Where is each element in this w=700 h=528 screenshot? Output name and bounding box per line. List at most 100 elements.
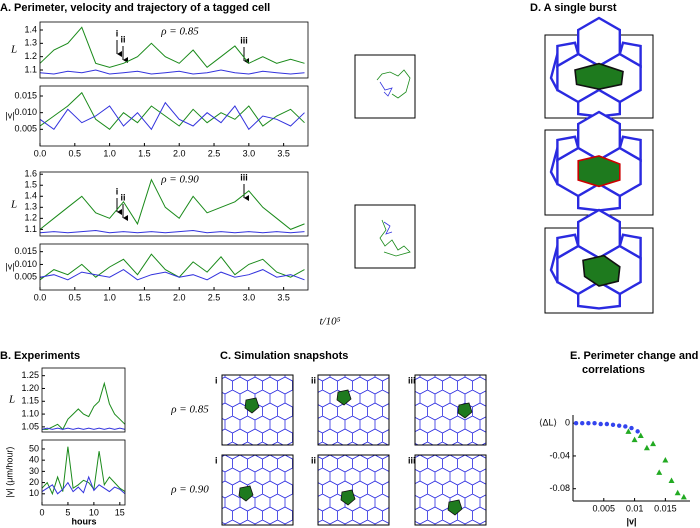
x-tick-label: 2.0 (173, 292, 186, 302)
point (631, 436, 638, 443)
y-tick-label: 1.6 (24, 169, 37, 179)
annotation: iii (240, 35, 248, 45)
point (592, 420, 597, 426)
y-tick-label: 10 (29, 488, 39, 498)
y-tick-label: 0.010 (14, 107, 37, 117)
y-tick-label: -0.08 (549, 483, 570, 493)
snapshot (221, 374, 294, 446)
row-label: ρ = 0.85 (170, 404, 209, 416)
tagged-cell (457, 402, 473, 419)
y-axis-label: |v| (5, 261, 14, 271)
panel-d: D. A single burst (530, 2, 654, 314)
y-tick-label: 40 (29, 455, 39, 465)
point (637, 432, 644, 438)
panel-c: C. Simulation snapshots (220, 350, 348, 362)
x-tick-label: 2.5 (208, 148, 221, 158)
y-tick-label: 0.015 (14, 90, 37, 100)
series-line (41, 427, 126, 430)
point (625, 428, 632, 434)
snapshot (221, 454, 294, 526)
point (623, 424, 628, 429)
point (668, 477, 675, 484)
y-tick-label: 1.15 (21, 396, 39, 406)
point (610, 422, 616, 428)
series-line (41, 475, 126, 495)
x-tick-label: 1.5 (138, 148, 151, 158)
x-tick-label: 0.005 (593, 503, 616, 513)
plot-frame (39, 21, 309, 79)
point (662, 457, 669, 463)
plot-frame (41, 439, 126, 506)
series-line (42, 381, 126, 431)
point (635, 429, 640, 434)
point (604, 421, 610, 427)
x-tick-label: 5 (65, 507, 70, 517)
x-tick-label: 0 (39, 507, 44, 517)
y-tick-label: 1.4 (24, 191, 37, 201)
annotation: ii (120, 192, 125, 202)
x-axis-label: hours (71, 516, 96, 526)
panel-title: C. Simulation snapshots (220, 350, 348, 362)
x-tick-label: 3.0 (243, 292, 256, 302)
snapshot (414, 454, 487, 526)
x-tick-label: 10 (89, 507, 99, 517)
panel-a: A. Perimeter, velocity and trajectory of… (0, 2, 416, 328)
annotation: iii (240, 172, 248, 182)
y-tick-label: 50 (29, 443, 39, 453)
snapshot-label: i (215, 455, 218, 465)
series-line (39, 178, 305, 230)
tagged-cell (447, 499, 463, 516)
y-tick-label: 1.2 (24, 51, 37, 61)
point (573, 420, 579, 426)
x-axis-label: |v| (626, 516, 636, 526)
snapshot-label: iii (408, 455, 416, 465)
x-axis-label: t/10⁵ (320, 316, 341, 328)
y-tick-label: 20 (29, 477, 39, 487)
plot-frame (39, 171, 309, 237)
y-tick-label: 0.005 (14, 124, 37, 134)
point (629, 425, 634, 431)
snapshot (317, 374, 390, 446)
y-tick-label: 1.1 (24, 224, 37, 234)
point (680, 493, 687, 500)
y-tick-label: 1.20 (21, 383, 39, 393)
chart-label: ρ = 0.90 (160, 174, 199, 186)
y-axis-label: |v| (5, 110, 14, 120)
y-axis-label: ⟨ΔL⟩ (539, 417, 557, 427)
trajectory (379, 81, 393, 97)
y-tick-label: 0.010 (14, 259, 37, 269)
panel-title: D. A single burst (530, 2, 617, 14)
panel-e: E. Perimeter change and velocity correla… (570, 350, 700, 376)
x-tick-label: 1.0 (103, 292, 116, 302)
annotation: i (116, 28, 119, 38)
plot-frame (39, 243, 309, 291)
point (643, 444, 650, 451)
y-tick-label: 1.3 (24, 38, 37, 48)
row-label: ρ = 0.90 (170, 484, 209, 496)
panel-title: B. Experiments (0, 350, 80, 362)
y-tick-label: 0.015 (14, 246, 37, 256)
y-tick-label: 30 (29, 466, 39, 476)
y-tick-label: 1.10 (21, 408, 39, 418)
x-tick-label: 0.0 (34, 292, 47, 302)
annotation: ii (120, 34, 125, 44)
point (616, 423, 622, 428)
series-line (39, 26, 305, 68)
x-tick-label: 0.015 (654, 503, 677, 513)
panel-title: correlations (582, 364, 645, 376)
series-line (39, 253, 305, 281)
y-tick-label: 1.5 (24, 180, 37, 190)
y-tick-label: 1.2 (24, 213, 37, 223)
y-tick-label: 0.005 (14, 272, 37, 282)
y-tick-label: 1.25 (21, 370, 39, 380)
snapshot (414, 374, 487, 446)
snapshot-label: i (215, 375, 218, 385)
y-tick-label: 1.4 (24, 24, 37, 34)
point (650, 440, 657, 447)
tagged-cell (244, 397, 260, 414)
series-line (39, 91, 305, 130)
x-tick-label: 3.5 (277, 148, 290, 158)
trajectory (383, 221, 393, 235)
x-tick-label: 15 (115, 507, 125, 517)
